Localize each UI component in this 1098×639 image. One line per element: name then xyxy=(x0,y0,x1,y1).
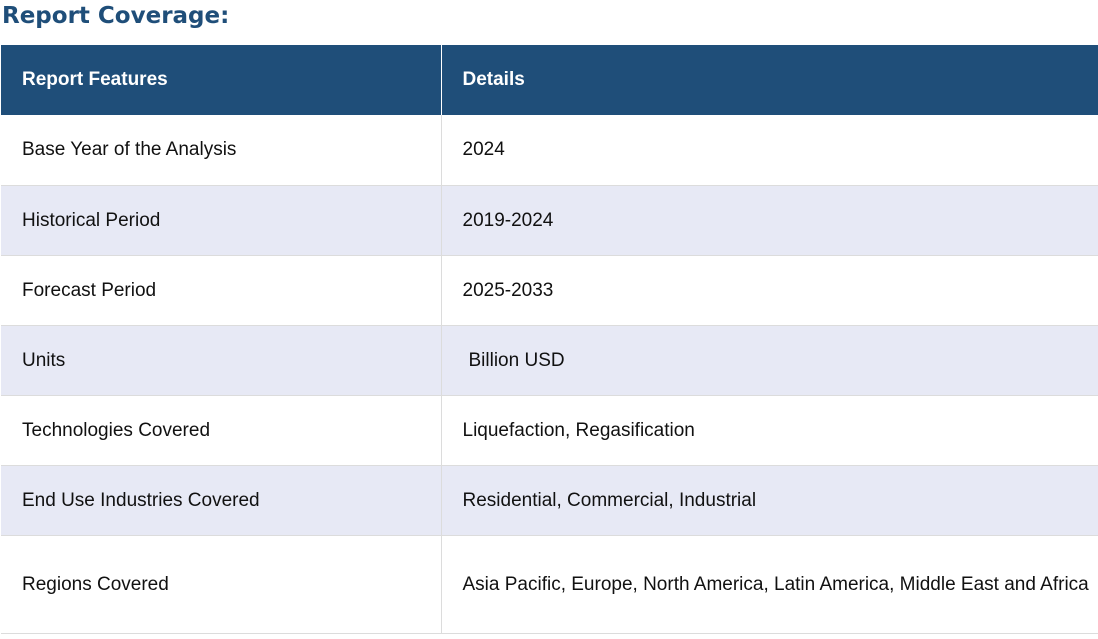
details-cell: 2024 xyxy=(441,115,1098,186)
details-cell: 2019-2024 xyxy=(441,185,1098,256)
table-row: Forecast Period 2025-2033 xyxy=(1,255,1098,326)
table-row: Base Year of the Analysis 2024 xyxy=(1,115,1098,186)
feature-cell: End Use Industries Covered xyxy=(1,465,442,536)
table-row: Units Billion USD xyxy=(1,325,1098,396)
page-title: Report Coverage: xyxy=(2,3,230,29)
table-row: Regions Covered Asia Pacific, Europe, No… xyxy=(1,535,1098,634)
details-cell: Residential, Commercial, Industrial xyxy=(441,465,1098,536)
table-row: Historical Period 2019-2024 xyxy=(1,185,1098,256)
table-row: End Use Industries Covered Residential, … xyxy=(1,465,1098,536)
details-cell: Billion USD xyxy=(441,325,1098,396)
feature-cell: Units xyxy=(1,325,442,396)
feature-cell: Regions Covered xyxy=(1,535,442,634)
column-header-report-features: Report Features xyxy=(1,45,442,115)
details-cell: 2025-2033 xyxy=(441,255,1098,326)
details-cell: Asia Pacific, Europe, North America, Lat… xyxy=(441,535,1098,634)
feature-cell: Forecast Period xyxy=(1,255,442,326)
report-coverage-table: Report Features Details Base Year of the… xyxy=(1,45,1098,634)
table-row: Technologies Covered Liquefaction, Regas… xyxy=(1,395,1098,466)
feature-cell: Technologies Covered xyxy=(1,395,442,466)
feature-cell: Base Year of the Analysis xyxy=(1,115,442,186)
column-header-details: Details xyxy=(441,45,1098,115)
table-header-row: Report Features Details xyxy=(1,45,1098,115)
feature-cell: Historical Period xyxy=(1,185,442,256)
details-cell: Liquefaction, Regasification xyxy=(441,395,1098,466)
